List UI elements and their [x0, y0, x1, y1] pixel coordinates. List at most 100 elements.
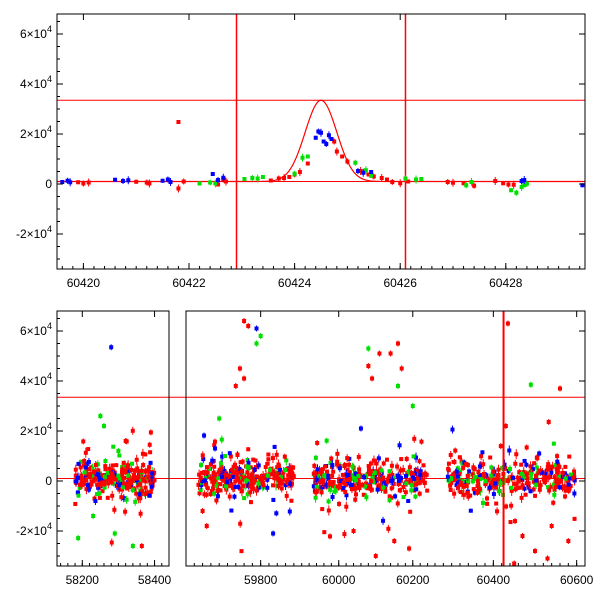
- bottom-scatter-2-28: [369, 478, 374, 485]
- bottom-scatter-0-15: [91, 469, 96, 474]
- bottom-scatter-3-17: [524, 461, 529, 468]
- bottom-scatter-1-38: [284, 478, 289, 485]
- bottom-point-1-228: [248, 487, 253, 498]
- bottom-point-1-252-marker: [270, 456, 275, 461]
- bottom-point-2-228: [317, 476, 322, 487]
- bottom-scatter-2-21: [313, 454, 318, 461]
- bottom-point-2-176-marker: [361, 492, 366, 497]
- bottom-point-1-46-marker: [207, 466, 212, 471]
- bottom-point-3-174-marker: [560, 484, 565, 489]
- bottom-point-3-42-marker: [519, 471, 524, 476]
- bottom-outlier-2-4: [399, 365, 404, 372]
- bottom-point-1-149-marker: [291, 465, 296, 470]
- bottom-scatter-1-6: [272, 444, 277, 449]
- bottom-point-1-171-marker: [270, 469, 275, 474]
- bottom-point-2-257: [362, 474, 367, 481]
- bottom-point-1-132-marker: [279, 486, 284, 491]
- bottom-point-2-157-marker: [319, 490, 324, 495]
- bottom-point-1-226: [275, 474, 280, 483]
- top-ytick-label-4-text: 6×104: [20, 24, 52, 41]
- bottom-point-2-207-marker: [357, 467, 362, 472]
- bottom-point-0-231-marker: [128, 481, 133, 486]
- bottom-point-3-175: [546, 472, 551, 483]
- bottom-point-3-141-marker: [528, 464, 533, 469]
- bottom-point-1-221-marker: [212, 464, 217, 469]
- bottom-point-2-209-marker: [404, 481, 409, 486]
- bottom-point-3-218-marker: [477, 464, 482, 469]
- top-point-green-8: [300, 153, 305, 162]
- bottom-scatter-1-3-marker: [210, 458, 215, 463]
- bottom-outlier-2-5-marker: [395, 384, 400, 388]
- bottom-point-3-118-marker: [453, 476, 458, 481]
- bottom-scatter-0-32-marker: [82, 458, 87, 463]
- bottom-scatter-2-0-marker: [395, 501, 400, 506]
- bottom-point-3-178-marker: [449, 477, 454, 482]
- bottom-point-2-69-marker: [357, 486, 362, 491]
- bottom-point-1-209-marker: [234, 465, 239, 470]
- bottom-scatter-2-18-marker: [399, 457, 404, 462]
- bottom-point-0-243: [117, 480, 122, 491]
- bottom-point-3-224: [446, 468, 451, 473]
- bottom-point-3-178: [449, 477, 454, 482]
- bottom-outlier-1-11-marker: [271, 531, 276, 536]
- top-point-blue-2: [68, 178, 73, 187]
- bottom-point-0-11-marker: [106, 481, 111, 486]
- bottom-scatter-3-6-marker: [533, 493, 538, 498]
- bottom-point-2-123: [353, 489, 358, 500]
- bottom-scatter-2-31: [315, 439, 320, 446]
- bottom-point-1-104: [212, 490, 217, 497]
- bottom-point-2-180-marker: [326, 473, 331, 478]
- top-point-green-16-marker: [464, 183, 469, 188]
- bottom-point-3-166-marker: [477, 473, 482, 478]
- bottom-point-0-172-marker: [129, 467, 134, 472]
- bottom-point-1-177: [253, 458, 258, 463]
- bottom-point-2-243: [360, 481, 365, 488]
- bottom-point-0-241: [138, 474, 143, 483]
- bottom-point-2-190-marker: [344, 493, 349, 498]
- bottom-point-1-58: [265, 483, 270, 492]
- top-point-red-21: [340, 154, 345, 159]
- bottom-point-2-182-marker: [337, 466, 342, 471]
- bottom-point-3-182: [507, 445, 512, 456]
- bottom-point-1-196-marker: [216, 470, 221, 475]
- bottom-point-3-80: [550, 461, 555, 472]
- top-point-red-26-marker: [379, 176, 384, 180]
- bottom-point-3-231-marker: [559, 478, 564, 483]
- top-point-red-24-marker: [366, 172, 371, 177]
- bottom-point-0-194-marker: [92, 477, 97, 482]
- bottom-point-0-74-marker: [96, 468, 101, 473]
- bottom-point-2-230-marker: [418, 472, 423, 477]
- bottom-point-2-82: [330, 492, 335, 501]
- bottom-point-0-48-marker: [134, 457, 139, 462]
- bottom-point-2-199: [362, 483, 367, 490]
- top-point-red-22-marker: [345, 159, 350, 164]
- top-point-blue-17: [326, 131, 331, 140]
- bottom-point-3-154: [491, 489, 496, 500]
- bottom-point-0-228-marker: [111, 476, 116, 481]
- bottom-point-2-154-marker: [350, 464, 355, 469]
- bottom-point-3-84: [563, 488, 568, 493]
- bottom-point-3-75: [503, 475, 508, 486]
- bottom-point-3-221-marker: [567, 476, 572, 481]
- bottom-point-2-234-marker: [349, 487, 354, 492]
- bottom-point-1-69-marker: [265, 461, 270, 466]
- bottom-scatter-0-24-marker: [124, 497, 129, 502]
- bottom-point-0-247-marker: [102, 485, 107, 490]
- bottom-scatter-1-19: [289, 498, 294, 503]
- bottom-point-0-180-marker: [96, 485, 101, 490]
- bottom-point-3-169-marker: [519, 495, 524, 500]
- bottom-point-1-130-marker: [202, 492, 207, 497]
- bottom-point-0-175: [73, 501, 78, 506]
- bottom-outlier-2-12: [392, 538, 397, 544]
- top-point-red-9: [216, 182, 221, 187]
- bottom-point-2-99-marker: [343, 483, 348, 488]
- bottom-point-3-32-marker: [514, 482, 519, 487]
- bottom-point-2-246-marker: [401, 495, 406, 500]
- bottom-scatter-0-2-marker: [148, 450, 153, 455]
- bottom-point-3-104-marker: [509, 488, 514, 493]
- bottom-scatter-3-30: [453, 447, 458, 454]
- bottom-scatter-3-5-marker: [461, 484, 466, 489]
- bottom-scatter-1-7-marker: [200, 453, 205, 458]
- bottom-point-0-84: [78, 462, 83, 473]
- bottom-point-1-245: [227, 472, 232, 479]
